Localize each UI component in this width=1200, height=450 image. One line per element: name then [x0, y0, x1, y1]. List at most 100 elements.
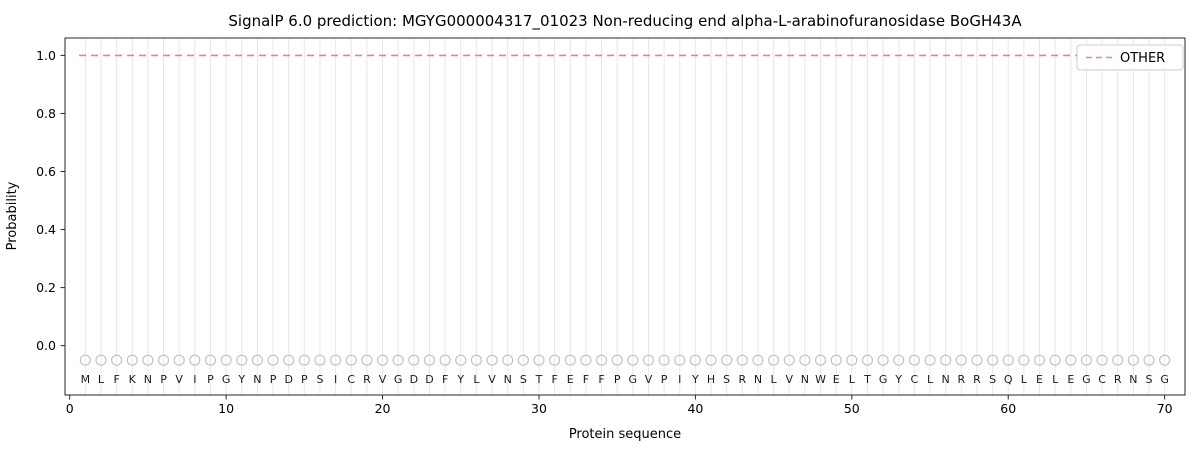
residue-marker [642, 354, 655, 366]
residue-marker [361, 354, 373, 366]
residue-letter: V [175, 373, 183, 386]
residue-letter: E [1067, 373, 1074, 386]
residue-letter: D [425, 373, 433, 386]
residue-letter: G [1160, 373, 1169, 386]
residue-letter: Y [237, 373, 245, 386]
residue-marker [111, 354, 123, 366]
residue-marker [955, 354, 967, 366]
residue-letter: R [957, 373, 965, 386]
residue-letter: R [738, 373, 746, 386]
residue-marker [658, 354, 670, 366]
residue-letter: F [598, 373, 604, 386]
residue-marker [549, 354, 561, 366]
residue-letter: D [284, 373, 292, 386]
residue-letter: L [1052, 373, 1059, 386]
residue-marker [1018, 354, 1030, 366]
residue-marker [924, 354, 936, 366]
residue-letter: G [879, 373, 888, 386]
residue-marker [1143, 354, 1155, 366]
x-tick-label: 20 [375, 401, 391, 416]
residue-marker [1080, 354, 1093, 366]
residue-letter: G [629, 373, 638, 386]
residue-marker [345, 354, 357, 366]
residue-marker [392, 354, 404, 366]
residue-letter: P [160, 373, 167, 386]
residue-marker [830, 354, 842, 366]
residue-letter: N [253, 373, 261, 386]
residue-marker [455, 354, 467, 366]
residue-letter: I [193, 373, 196, 386]
residue-letter: L [771, 373, 778, 386]
residue-marker [1002, 354, 1014, 366]
residue-marker [423, 354, 436, 366]
y-tick-label: 1.0 [36, 48, 56, 63]
residue-marker [908, 354, 920, 366]
residue-marker [314, 354, 326, 366]
y-tick-label: 0.4 [36, 222, 56, 237]
residue-letter: N [801, 373, 809, 386]
residue-marker [752, 354, 764, 366]
residue-letter: P [270, 373, 277, 386]
residue-marker [783, 354, 795, 366]
residue-letter: C [911, 373, 919, 386]
residue-marker [157, 354, 170, 366]
residue-marker [846, 354, 858, 366]
legend-box [1076, 44, 1184, 71]
residue-marker [814, 354, 827, 366]
residue-letter: S [989, 373, 996, 386]
residue-letter: D [410, 373, 418, 386]
residue-letter: F [442, 373, 448, 386]
residue-marker [611, 354, 623, 366]
residue-marker [173, 354, 185, 366]
x-tick-label: 70 [1157, 401, 1173, 416]
residue-marker [330, 354, 342, 366]
residue-letter: C [1098, 373, 1106, 386]
residue-letter: N [942, 373, 950, 386]
residue-marker [674, 354, 686, 366]
residue-letter: G [1082, 373, 1091, 386]
residue-marker [1112, 354, 1124, 366]
residue-marker [251, 354, 264, 366]
residue-marker [721, 354, 733, 366]
residue-letter: N [1129, 373, 1137, 386]
residue-letter: C [347, 373, 355, 386]
x-tick-label: 60 [1000, 401, 1016, 416]
residue-marker [79, 354, 91, 366]
residue-letter: L [927, 373, 934, 386]
residue-marker [220, 354, 232, 366]
plot-border [64, 37, 1186, 396]
residue-letter: S [1146, 373, 1153, 386]
residue-marker [142, 354, 154, 366]
y-axis-label: Probability [5, 181, 20, 250]
residue-letter: V [488, 373, 496, 386]
residue-letter: S [520, 373, 527, 386]
residue-letter: E [833, 373, 840, 386]
residue-letter: W [815, 373, 826, 386]
residue-letter: V [379, 373, 387, 386]
residue-marker [204, 354, 217, 366]
residue-letter: L [98, 373, 105, 386]
residue-marker [376, 354, 389, 366]
residue-marker [439, 354, 451, 366]
residue-marker [736, 354, 748, 366]
legend-label: OTHER [1120, 51, 1165, 66]
residue-marker [95, 354, 107, 366]
x-tick-label: 50 [844, 401, 860, 416]
residue-letter: F [551, 373, 557, 386]
residue-marker [768, 354, 780, 366]
residue-marker [470, 354, 482, 366]
residue-letter: I [334, 373, 337, 386]
residue-marker [533, 354, 545, 366]
residue-marker [580, 354, 592, 366]
residue-letter: L [473, 373, 480, 386]
y-tick-label: 0.8 [36, 106, 56, 121]
residue-letter: E [1036, 373, 1043, 386]
residue-marker [893, 354, 905, 366]
residue-letter: F [113, 373, 119, 386]
residue-letter: G [222, 373, 231, 386]
residue-marker [627, 354, 639, 366]
residue-letter: N [144, 373, 152, 386]
residue-marker [799, 354, 811, 366]
